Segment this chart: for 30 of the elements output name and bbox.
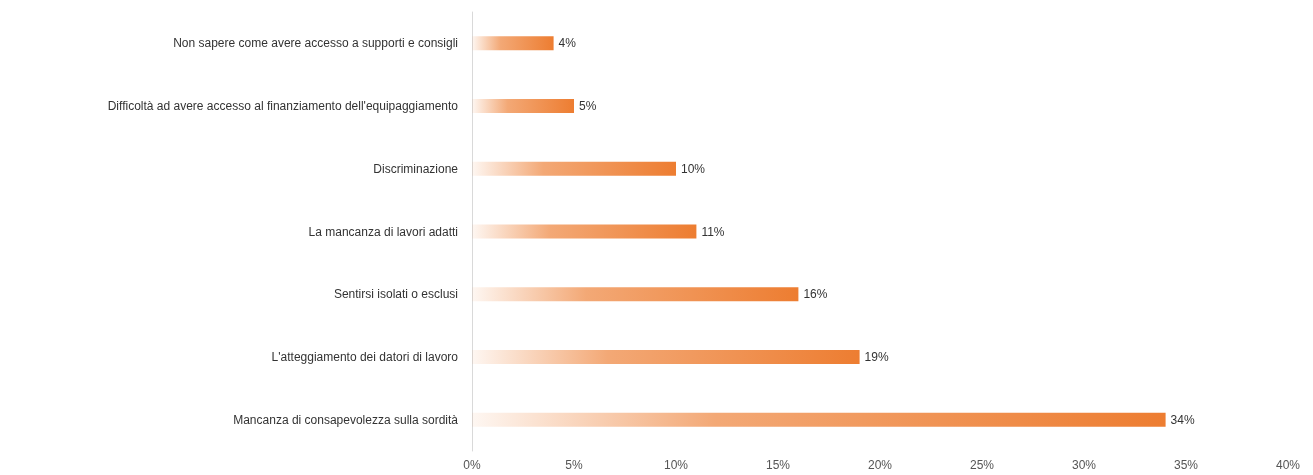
bar: [472, 349, 860, 364]
data-label: 19%: [864, 349, 889, 364]
x-tick-label: 30%: [1071, 458, 1097, 472]
x-tick-label: 10%: [663, 458, 689, 472]
data-label: 11%: [701, 224, 725, 239]
y-tick-label: Difficoltà ad avere accesso al finanziamento dell'equipaggiamento: [107, 99, 459, 114]
bar: [472, 287, 799, 302]
y-tick-label: Sentirsi isolati o esclusi: [333, 287, 458, 302]
x-tick-label: 0%: [463, 458, 481, 472]
data-label: 34%: [1170, 412, 1195, 427]
bar: [472, 224, 697, 239]
x-tick-label: 25%: [969, 458, 995, 472]
y-tick-label: La mancanza di lavori adatti: [308, 224, 458, 239]
x-tick-label: 40%: [1275, 458, 1301, 472]
data-label: 16%: [803, 287, 828, 302]
x-tick-label: 35%: [1173, 458, 1199, 472]
bar: [472, 161, 676, 176]
x-tick-label: 20%: [867, 458, 893, 472]
data-label: 5%: [579, 99, 597, 114]
y-tick-label: L'atteggiamento dei datori di lavoro: [271, 349, 459, 364]
x-tick-label: 15%: [765, 458, 791, 472]
x-tick-label: 5%: [565, 458, 583, 472]
y-tick-label: Discriminazione: [373, 161, 459, 176]
data-label: 4%: [558, 36, 577, 51]
bar: [472, 99, 574, 114]
bar: [472, 36, 554, 51]
bar: [472, 412, 1166, 427]
y-tick-label: Mancanza di consapevolezza sulla sordità: [233, 412, 459, 427]
y-tick-label: Non sapere come avere accesso a supporti e consigli: [173, 36, 458, 51]
data-label: 10%: [681, 161, 706, 176]
